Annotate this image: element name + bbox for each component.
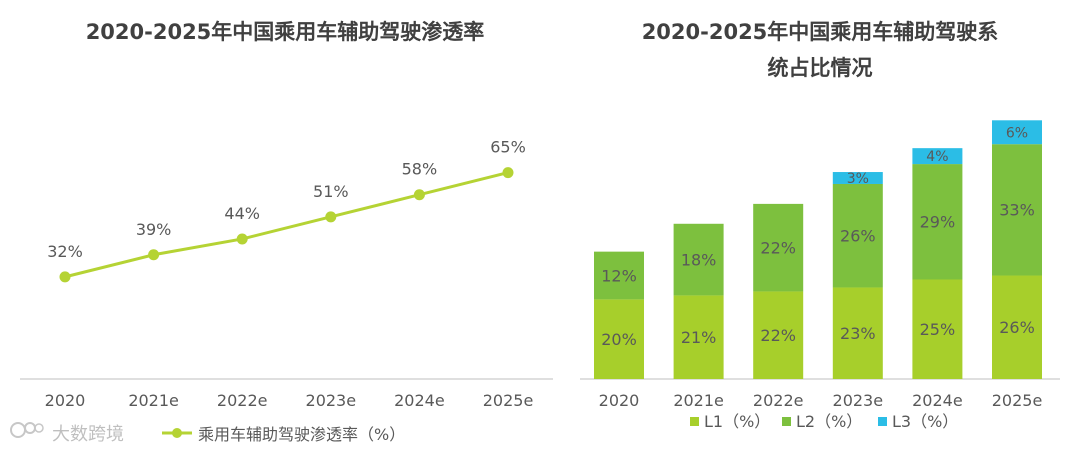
left-data-point bbox=[59, 271, 71, 283]
left-x-tick-label: 2024e bbox=[394, 391, 445, 410]
left-data-point bbox=[148, 249, 160, 261]
right-bar-segment bbox=[594, 299, 644, 379]
right-bar-label: 26% bbox=[999, 318, 1035, 337]
left-data-label: 65% bbox=[490, 138, 526, 157]
right-bar-label: 25% bbox=[920, 320, 956, 339]
left-line-chart: 2020 2021e 2022e 2023e 2024e 2025e 32% 39% 44% 5… bbox=[20, 138, 553, 444]
right-x-tick-label: 2023e bbox=[833, 391, 884, 410]
watermark-text: 大数跨境 bbox=[52, 424, 124, 445]
right-bar-label: 22% bbox=[760, 326, 796, 345]
right-bar-segment bbox=[832, 183, 883, 288]
left-data-point bbox=[236, 233, 248, 245]
right-legend-label: L1（%） bbox=[704, 412, 770, 431]
left-x-tick-label: 2023e bbox=[306, 391, 357, 410]
right-bar-label: 20% bbox=[601, 330, 637, 349]
right-bar-labels: 20% 12% 21% 18% 22% 22% 23% 26% 3% 25% 29% 4% 26% 33%… bbox=[601, 125, 1035, 349]
right-bar-segment bbox=[912, 279, 963, 379]
right-chart-title-line2: 统占比情况 bbox=[767, 56, 873, 80]
right-bar-segment bbox=[594, 251, 644, 300]
right-bar-label: 4% bbox=[926, 149, 948, 165]
left-legend-marker-icon bbox=[172, 428, 182, 438]
left-legend: 乘用车辅助驾驶渗透率（%） bbox=[162, 425, 405, 444]
left-data-label: 44% bbox=[224, 204, 260, 223]
right-chart-title: 2020-2025年中国乘用车辅助驾驶系 统占比情况 bbox=[585, 14, 1055, 86]
right-bar-label: 12% bbox=[601, 266, 637, 285]
right-bar-label: 26% bbox=[840, 226, 876, 245]
right-bar-segment bbox=[912, 148, 963, 165]
right-bar-segment bbox=[832, 287, 883, 379]
right-x-tick-label: 2020 bbox=[599, 391, 640, 410]
watermark: 大数跨境 bbox=[10, 422, 124, 445]
right-x-tick-label: 2021e bbox=[673, 391, 724, 410]
right-legend-label: L2（%） bbox=[796, 412, 862, 431]
right-legend-swatch bbox=[878, 417, 887, 426]
right-bar-segment bbox=[832, 172, 883, 184]
right-x-tick-label: 2022e bbox=[753, 391, 804, 410]
right-x-tick-label: 2025e bbox=[992, 391, 1043, 410]
right-bar-segment bbox=[912, 164, 963, 280]
left-data-point bbox=[413, 189, 425, 201]
right-bar-label: 23% bbox=[840, 324, 876, 343]
left-data-label: 51% bbox=[313, 182, 349, 201]
right-bar-label: 18% bbox=[681, 250, 717, 269]
left-legend-label: 乘用车辅助驾驶渗透率（%） bbox=[198, 425, 405, 444]
left-data-label: 39% bbox=[136, 220, 172, 239]
right-bar-segment bbox=[673, 223, 724, 296]
left-data-point bbox=[502, 167, 514, 179]
right-bar-label: 6% bbox=[1006, 125, 1028, 141]
left-x-tick-label: 2020 bbox=[45, 391, 86, 410]
left-data-label: 58% bbox=[402, 160, 438, 179]
right-chart-title-line1: 2020-2025年中国乘用车辅助驾驶系 bbox=[641, 20, 999, 44]
left-x-tick-labels: 2020 2021e 2022e 2023e 2024e 2025e bbox=[45, 391, 534, 410]
left-x-tick-label: 2025e bbox=[483, 391, 534, 410]
watermark-logo-icon bbox=[10, 422, 44, 438]
left-chart-title: 2020-2025年中国乘用车辅助驾驶渗透率 bbox=[85, 20, 485, 44]
left-data-labels: 32% 39% 44% 51% 58% 65% bbox=[47, 138, 526, 261]
right-stacked-bar-chart: 20% 12% 21% 18% 22% 22% 23% 26% 3% 25% 29% 4% 26% 33%… bbox=[580, 120, 1060, 431]
right-bar-label: 22% bbox=[760, 238, 796, 257]
right-bar-segment bbox=[673, 295, 724, 379]
right-bar-segment bbox=[753, 291, 804, 379]
right-bar-segment bbox=[992, 144, 1042, 276]
right-legend: L1（%） L2（%） L3（%） bbox=[690, 412, 958, 431]
right-legend-swatch bbox=[782, 417, 791, 426]
left-x-tick-label: 2022e bbox=[217, 391, 268, 410]
right-bar-label: 29% bbox=[920, 213, 956, 232]
right-bar-segment bbox=[753, 203, 804, 292]
penetration-rate-line bbox=[64, 171, 509, 279]
right-bars bbox=[594, 120, 1042, 379]
right-x-tick-label: 2024e bbox=[912, 391, 963, 410]
left-data-label: 32% bbox=[47, 242, 83, 261]
right-bar-segment bbox=[992, 120, 1042, 145]
right-bar-label: 33% bbox=[999, 201, 1035, 220]
right-legend-swatch bbox=[690, 417, 699, 426]
right-bar-segment bbox=[992, 275, 1042, 379]
right-bar-label: 3% bbox=[847, 171, 869, 187]
left-data-point bbox=[325, 211, 337, 223]
right-x-tick-labels: 2020 2021e 2022e 2023e 2024e 2025e bbox=[599, 391, 1043, 410]
right-bar-label: 21% bbox=[681, 328, 717, 347]
left-data-points bbox=[59, 167, 514, 283]
right-legend-label: L3（%） bbox=[892, 412, 958, 431]
left-x-tick-label: 2021e bbox=[128, 391, 179, 410]
